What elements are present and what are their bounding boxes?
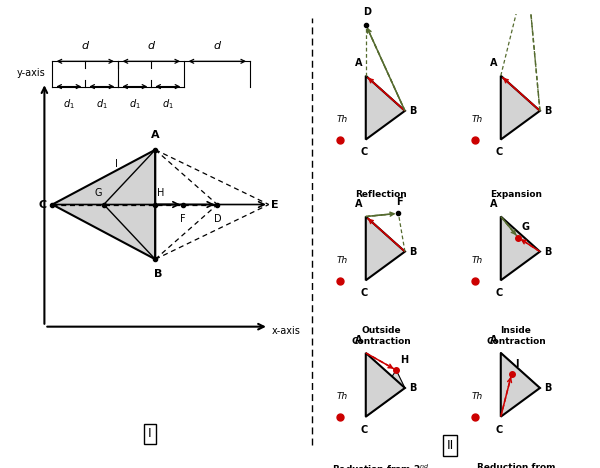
Text: $d$: $d$: [81, 39, 90, 51]
Text: I: I: [115, 159, 118, 168]
Text: A: A: [490, 58, 498, 68]
Polygon shape: [366, 76, 405, 139]
Text: F: F: [180, 214, 186, 224]
Text: I: I: [148, 427, 152, 440]
Text: Inside
Contraction: Inside Contraction: [486, 326, 546, 346]
Polygon shape: [501, 353, 540, 388]
Polygon shape: [366, 370, 405, 417]
Text: C: C: [496, 147, 503, 157]
Text: $d_1$: $d_1$: [63, 97, 75, 111]
Text: $d_1$: $d_1$: [162, 97, 174, 111]
Text: A: A: [355, 198, 363, 209]
Polygon shape: [501, 217, 540, 280]
Text: $d_1$: $d_1$: [96, 97, 108, 111]
Text: Th: Th: [337, 256, 348, 265]
Text: Reduction from
Worse towards Best: Reduction from Worse towards Best: [465, 463, 567, 468]
Polygon shape: [366, 217, 405, 280]
Text: B: B: [409, 106, 417, 116]
Text: Reduction from 2$^{nd}$
Best towards Best: Reduction from 2$^{nd}$ Best towards Bes…: [332, 463, 430, 468]
Text: B: B: [544, 106, 552, 116]
Text: Th: Th: [472, 115, 483, 124]
Text: C: C: [38, 199, 47, 210]
Text: C: C: [496, 424, 503, 435]
Text: A: A: [490, 198, 498, 209]
Text: H: H: [157, 188, 164, 198]
Text: B: B: [409, 247, 417, 256]
Text: B: B: [544, 247, 552, 256]
Text: F: F: [397, 197, 403, 207]
Text: D: D: [363, 7, 371, 17]
Text: C: C: [361, 288, 368, 298]
Text: Th: Th: [472, 256, 483, 265]
Polygon shape: [366, 353, 405, 417]
Text: $d$: $d$: [213, 39, 222, 51]
Text: B: B: [154, 269, 162, 278]
Text: x-axis: x-axis: [271, 326, 301, 336]
Text: I: I: [515, 358, 519, 369]
Text: E: E: [271, 199, 279, 210]
Text: Outside
Contraction: Outside Contraction: [351, 326, 411, 346]
Text: Reflection: Reflection: [355, 190, 407, 199]
Polygon shape: [52, 150, 155, 259]
Text: B: B: [409, 383, 417, 393]
Text: C: C: [496, 288, 503, 298]
Text: G: G: [522, 222, 530, 232]
Text: II: II: [446, 439, 454, 452]
Text: Expansion: Expansion: [490, 190, 542, 199]
Text: Th: Th: [337, 393, 348, 402]
Text: Th: Th: [337, 115, 348, 124]
Text: A: A: [355, 335, 363, 345]
Text: y-axis: y-axis: [17, 68, 46, 78]
Text: C: C: [361, 147, 368, 157]
Text: H: H: [400, 355, 408, 365]
Text: B: B: [544, 383, 552, 393]
Text: Th: Th: [472, 393, 483, 402]
Text: A: A: [490, 335, 498, 345]
Text: G: G: [95, 188, 103, 198]
Text: C: C: [361, 424, 368, 435]
Polygon shape: [501, 353, 540, 417]
Text: A: A: [151, 131, 160, 140]
Polygon shape: [501, 76, 540, 139]
Text: $d_1$: $d_1$: [129, 97, 141, 111]
Text: A: A: [355, 58, 363, 68]
Text: D: D: [214, 214, 221, 224]
Text: $d$: $d$: [147, 39, 156, 51]
